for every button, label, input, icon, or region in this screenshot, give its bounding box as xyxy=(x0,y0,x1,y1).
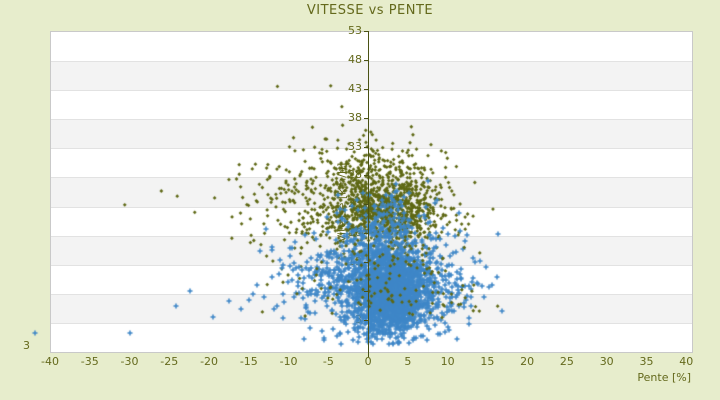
y-tick-mark xyxy=(364,262,368,263)
y-tick-mark xyxy=(364,175,368,176)
zero-axis-line xyxy=(368,31,369,357)
y-tick-mark xyxy=(364,60,368,61)
y-tick-mark xyxy=(364,291,368,292)
y-tick-mark xyxy=(364,320,368,321)
y-tick-mark xyxy=(364,233,368,234)
y-tick-mark xyxy=(364,31,368,32)
y-tick-mark xyxy=(364,204,368,205)
y-tick-mark xyxy=(364,147,368,148)
y-tick-mark xyxy=(364,118,368,119)
y-tick-mark xyxy=(364,89,368,90)
